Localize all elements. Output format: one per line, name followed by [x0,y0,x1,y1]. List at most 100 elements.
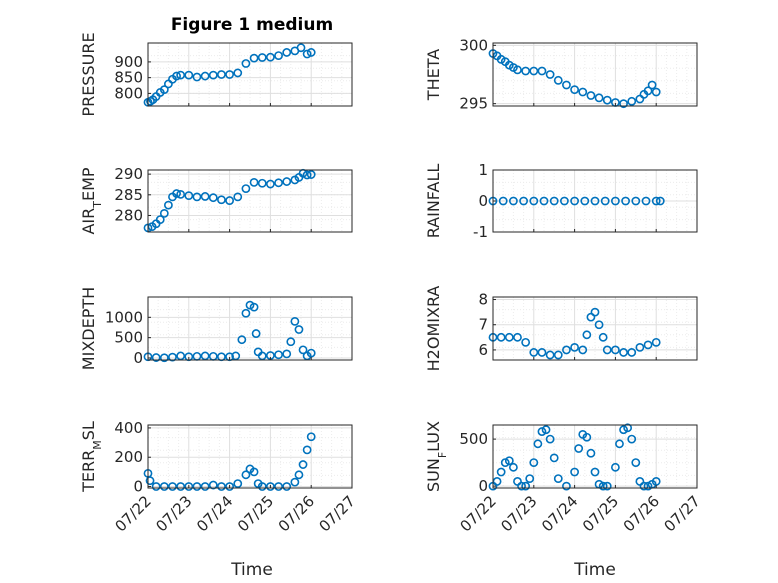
data-point [217,70,226,79]
data-point [200,482,210,491]
y-axis-label: H2OMIXRA [424,286,443,372]
x-tick-label: 07/27 [316,492,359,535]
y-tick-label: 500 [459,430,488,448]
y-tick-label: 6 [478,341,488,359]
data-point [639,481,649,491]
data-point [643,481,653,491]
data-point [541,425,551,435]
data-point [192,482,202,491]
data-point [521,337,531,347]
data-point [580,196,590,206]
data-point [251,329,261,338]
data-point [306,432,316,442]
data-point [176,189,186,199]
y-tick-label: 800 [114,84,143,102]
y-tick-label: 7 [478,316,488,334]
y-tick-label: 0 [133,349,143,367]
data-point [241,59,251,68]
plot-area [148,425,352,488]
data-point [176,482,186,491]
data-point [578,87,588,97]
data-point [611,345,620,355]
data-point [159,482,169,491]
axes-box [492,296,698,361]
data-point [159,85,169,95]
data-point [290,316,300,326]
data-point [643,340,653,350]
x-axis-label-left: Time [230,560,273,580]
data-point [184,70,194,80]
x-tick-label: 07/24 [193,492,236,535]
y-tick-label: 1 [478,161,488,179]
subplot-mixdepth: 0 500 1000 MIXDEPTH [79,287,353,370]
axes-box [147,169,353,233]
data-point [619,99,628,109]
figure-title: Figure 1 medium [171,15,333,35]
x-tick-label: 07/22 [112,492,155,535]
data-point [159,208,169,218]
y-tick-label: 0 [133,478,143,496]
data-point [553,350,563,360]
data-point [225,482,234,491]
data-point [619,348,628,357]
data-point [274,51,283,60]
y-tick-label: 200 [114,448,143,466]
data-point [602,345,612,355]
y-tick-label: 280 [114,206,143,224]
data-point [611,462,620,472]
data-point [549,196,559,206]
data-point [635,342,645,352]
data-point [200,192,210,201]
data-point [290,477,300,487]
data-point [496,332,506,342]
data-point [176,70,186,80]
data-point [537,427,547,436]
data-point [553,75,563,85]
data-point [249,302,259,312]
data-point [225,70,234,79]
data-point [249,177,259,187]
data-point [627,348,637,357]
data-point [241,184,251,193]
data-point [562,481,571,491]
axes-box [492,424,698,489]
data-point [586,448,596,458]
axes-box [147,296,353,361]
data-point [155,215,165,224]
data-point [306,170,316,179]
data-point [631,196,641,206]
data-point [590,196,600,206]
data-point [282,48,292,57]
data-point [570,196,579,206]
y-tick-label: 0 [478,477,488,495]
data-point [537,348,547,357]
data-point [545,434,555,444]
axes-box [492,42,698,107]
data-point [545,350,555,360]
x-tick-label: 07/23 [152,492,195,535]
plot-area [148,43,352,106]
data-point [627,96,637,106]
y-axis-label: THETA [424,49,443,101]
x-tick-label: 07/26 [620,492,663,535]
data-point [237,335,247,345]
y-axis-label: PRESSURE [79,32,98,116]
data-point [509,462,518,472]
data-point [168,352,177,362]
data-point [529,66,539,76]
x-tick-label: 07/27 [661,492,704,535]
data-point [529,458,539,468]
data-point [302,170,312,180]
y-axis-label: TERRMSL [79,421,104,493]
data-point [192,72,202,82]
data-point [641,196,651,206]
data-point [651,337,661,347]
data-point [208,480,218,490]
data-point [582,330,592,340]
data-point [298,460,308,469]
data-point [525,474,535,483]
subplot-air-temp: 280 285 290 AIRTEMP [79,165,353,235]
